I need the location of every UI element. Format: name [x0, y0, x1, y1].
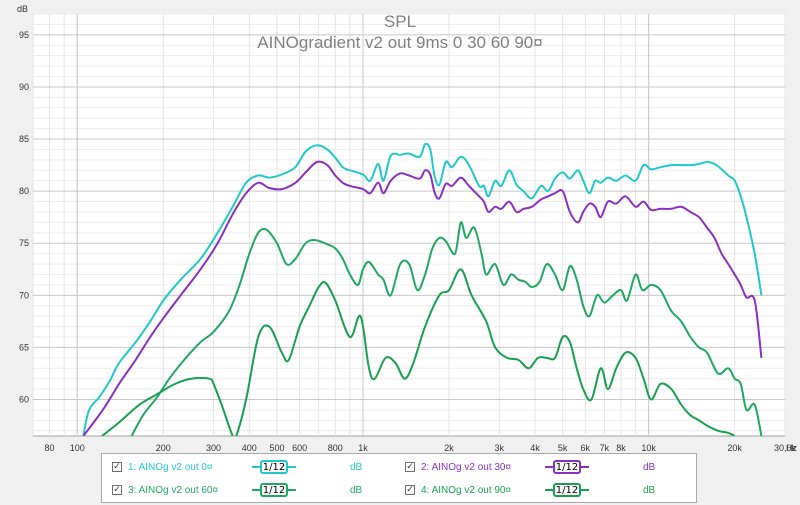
x-tick-label: 600 — [292, 443, 307, 453]
x-tick-label: 300 — [206, 443, 221, 453]
legend-item-0: ✓ 1: AINOg v2 out 0¤ 1/12 dB — [112, 457, 392, 479]
x-tick-label: 7k — [600, 443, 610, 453]
legend-smoothing-2[interactable]: 1/12 — [260, 483, 288, 497]
legend-line-right-0 — [288, 466, 296, 468]
series-line-4 — [101, 268, 736, 436]
legend-smoothing-0[interactable]: 1/12 — [260, 460, 288, 474]
legend-checkbox-2[interactable]: ✓ — [112, 485, 122, 495]
y-tick-label: 90 — [19, 82, 29, 92]
y-tick-label: 80 — [19, 186, 29, 196]
legend-checkbox-3[interactable]: ✓ — [405, 485, 415, 495]
legend-smoothing-3[interactable]: 1/12 — [553, 483, 581, 497]
y-tick-label: 70 — [19, 290, 29, 300]
legend-item-2: ✓ 3: AINOg v2 out 60¤ 1/12 dB — [112, 480, 392, 502]
chart-subtitle: AINOgradient v2 out 9ms 0 30 60 90¤ — [257, 33, 542, 52]
y-tick-label: 65 — [19, 342, 29, 352]
legend-panel: ✓ 1: AINOg v2 out 0¤ 1/12 dB ✓ 2: AINOg … — [101, 453, 697, 503]
x-tick-label: 8k — [616, 443, 626, 453]
series-line-3 — [130, 221, 763, 436]
x-tick-label: 400 — [242, 443, 257, 453]
x-axis-unit: Hz — [786, 443, 797, 453]
legend-line-right-2 — [288, 489, 296, 491]
x-tick-label: 6k — [581, 443, 591, 453]
legend-label-0: 1: AINOg v2 out 0¤ — [128, 462, 213, 473]
legend-line-right-1 — [581, 466, 589, 468]
chart-title: SPL — [384, 12, 416, 31]
x-tick-label: 500 — [269, 443, 284, 453]
legend-item-1: ✓ 2: AINOg v2 out 30¤ 1/12 dB — [405, 457, 685, 479]
legend-line-left-0 — [252, 466, 260, 468]
x-tick-label: 5k — [558, 443, 568, 453]
series-line-2 — [82, 160, 763, 436]
x-tick-label: 20k — [727, 443, 742, 453]
x-tick-label: 2k — [444, 443, 454, 453]
y-axis-unit: dB — [17, 4, 28, 14]
legend-label-2: 3: AINOg v2 out 60¤ — [128, 485, 219, 496]
legend-line-left-2 — [252, 489, 260, 491]
plot-area[interactable] — [32, 13, 786, 437]
x-tick-label: 200 — [156, 443, 171, 453]
x-tick-label: 3k — [495, 443, 505, 453]
x-tick-label: 800 — [328, 443, 343, 453]
x-tick-label: 80 — [45, 443, 55, 453]
legend-unit-2: dB — [350, 485, 363, 496]
legend-line-left-3 — [545, 489, 553, 491]
y-tick-label: 60 — [19, 395, 29, 405]
y-tick-label: 95 — [19, 30, 29, 40]
x-tick-label: 4k — [530, 443, 540, 453]
legend-line-right-3 — [581, 489, 589, 491]
legend-checkbox-0[interactable]: ✓ — [112, 462, 122, 472]
x-tick-label: 100 — [70, 443, 85, 453]
legend-checkbox-1[interactable]: ✓ — [405, 462, 415, 472]
legend-unit-0: dB — [350, 462, 363, 473]
x-tick-label: 10k — [641, 443, 656, 453]
legend-unit-1: dB — [643, 462, 656, 473]
legend-item-3: ✓ 4: AINOg v2 out 90¤ 1/12 dB — [405, 480, 685, 502]
legend-label-3: 4: AINOg v2 out 90¤ — [421, 485, 512, 496]
legend-unit-3: dB — [643, 485, 656, 496]
x-tick-label: 30,0k — [774, 443, 797, 453]
x-tick-label: 1k — [358, 443, 368, 453]
legend-smoothing-1[interactable]: 1/12 — [553, 460, 581, 474]
y-tick-label: 85 — [19, 134, 29, 144]
series-line-1 — [82, 142, 763, 436]
legend-label-1: 2: AINOg v2 out 30¤ — [421, 462, 512, 473]
legend-line-left-1 — [545, 466, 553, 468]
y-tick-label: 75 — [19, 238, 29, 248]
